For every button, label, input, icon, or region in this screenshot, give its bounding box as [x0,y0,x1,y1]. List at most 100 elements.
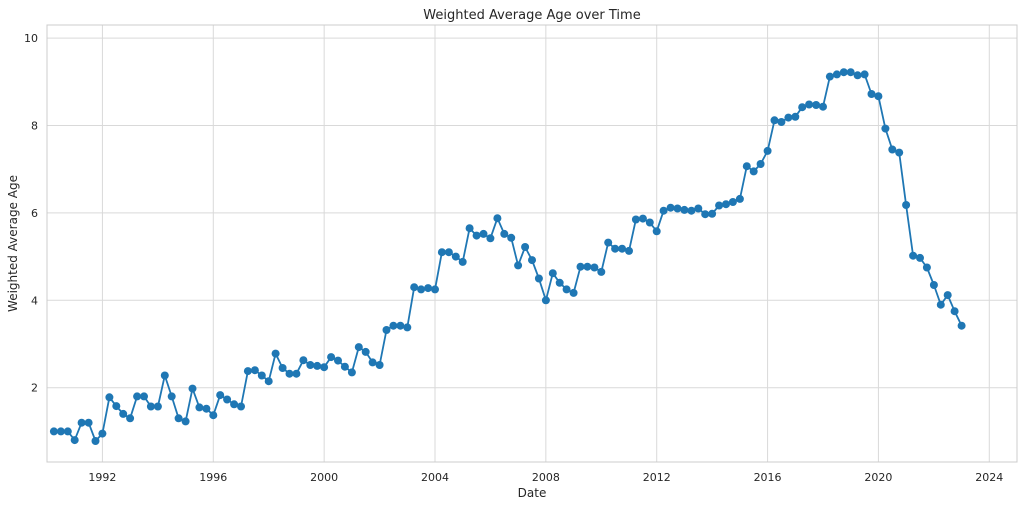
data-point [701,210,710,219]
data-point [597,267,606,276]
data-point [91,437,100,445]
data-point [209,411,218,420]
data-point [846,68,855,77]
data-point [929,281,938,289]
data-point [70,436,79,445]
data-point [922,263,931,272]
data-point [583,262,592,271]
data-point [950,307,959,316]
data-point [493,214,502,223]
data-point [174,414,183,423]
data-point [763,146,772,155]
data-point [403,323,412,332]
data-point [63,427,72,436]
data-point [486,234,495,243]
data-point [444,248,453,257]
data-point [576,262,585,271]
y-tick-labels: 2 4 6 8 10 [24,32,38,395]
data-point [153,402,162,411]
data-point [548,269,557,278]
data-point [770,116,779,125]
data-point [881,124,890,133]
data-point [257,371,266,380]
data-point [216,391,225,400]
data-point [424,284,433,293]
data-point [361,347,370,356]
series-layer [49,68,966,445]
data-point [749,167,758,176]
x-tick-label: 1996 [199,471,227,484]
data-point [340,362,349,371]
data-point [375,361,384,369]
chart-title: Weighted Average Age over Time [423,8,640,23]
data-point [839,68,848,77]
plot-background [47,25,1017,462]
data-point [666,203,675,212]
x-tick-label: 2024 [975,471,1003,484]
y-tick-label: 10 [24,32,38,45]
data-point [659,206,668,215]
y-tick-label: 2 [31,382,38,395]
data-point [264,377,273,386]
data-point [500,229,509,238]
data-point [243,367,252,376]
y-tick-label: 6 [31,207,38,220]
data-point [909,251,918,260]
data-point [715,201,724,210]
data-point [479,229,488,238]
data-point [874,92,883,101]
data-point [465,224,474,233]
data-point [313,361,322,370]
data-point [167,392,176,401]
data-point [49,427,58,436]
data-point [611,244,620,253]
data-point [84,418,93,427]
data-point [673,204,682,213]
data-point [528,256,536,265]
data-point [126,414,135,423]
x-tick-label: 1992 [88,471,116,484]
data-point [562,285,571,294]
data-point [230,400,239,409]
plot-frame [46,24,1018,463]
data-point [819,102,827,111]
data-point [431,285,439,294]
data-point [625,246,633,255]
data-point [160,371,169,380]
data-point [368,358,377,367]
data-point [798,103,807,112]
data-point [784,113,793,122]
data-point [188,384,197,393]
data-point [902,201,911,209]
data-point [860,70,869,79]
data-point [936,300,945,309]
data-point [306,361,315,369]
x-tick-label: 2008 [532,471,560,484]
data-point [916,253,924,262]
data-point [389,321,398,330]
data-point [638,214,647,223]
data-point [756,160,765,168]
data-point [652,227,661,236]
data-point [382,326,391,334]
data-point [812,101,821,109]
data-point [223,395,232,404]
data-point [694,204,703,213]
x-tick-label: 2000 [310,471,338,484]
data-point [590,263,599,272]
data-point [943,291,952,300]
x-tick-labels: 1992 1996 2000 2004 2008 2012 2016 2020 2024 [88,471,1003,484]
x-tick-label: 2012 [643,471,671,484]
data-point [853,71,862,80]
data-point [735,194,744,203]
data-point [555,278,564,287]
data-point [146,402,155,411]
data-point [472,231,481,240]
y-axis-label: Weighted Average Age [6,175,20,312]
data-point [895,148,904,157]
data-point [410,283,419,292]
x-tick-label: 2016 [754,471,782,484]
data-point [334,356,342,365]
data-point [292,369,301,378]
x-tick-label: 2004 [421,471,449,484]
